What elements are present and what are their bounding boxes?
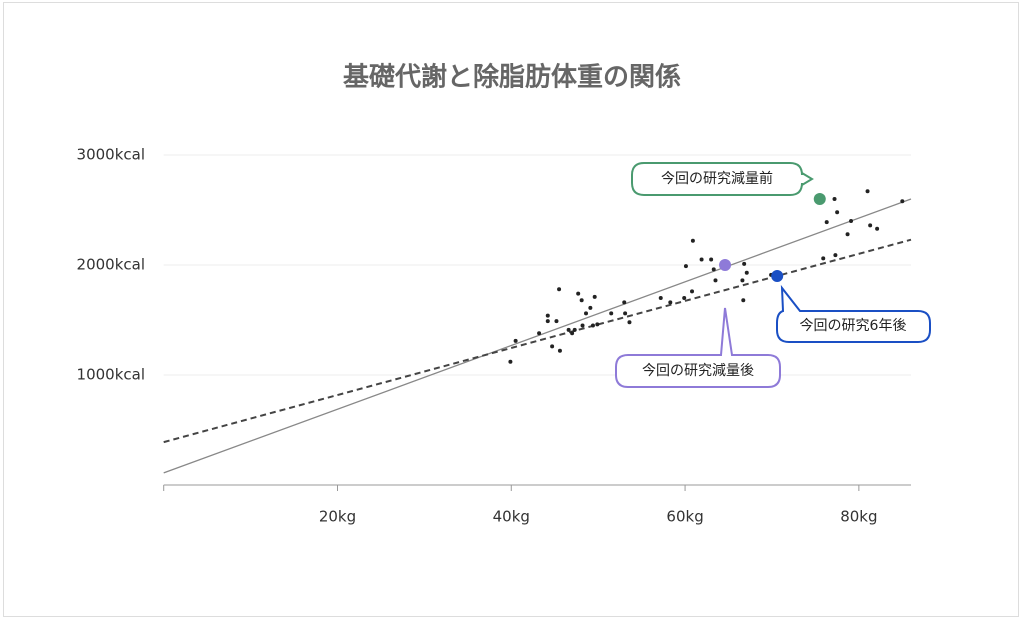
y-tick-label: 3000kcal <box>77 146 145 164</box>
data-point <box>832 197 837 201</box>
x-tick-label: 60kg <box>666 508 703 526</box>
data-point <box>576 291 581 296</box>
highlight-point <box>813 193 826 205</box>
highlight-point <box>719 259 732 271</box>
data-point <box>580 323 585 328</box>
data-point <box>508 359 513 364</box>
data-point <box>557 348 562 353</box>
callout-text: 今回の研究減量前 <box>661 170 773 187</box>
card <box>3 2 1019 617</box>
data-point <box>711 267 716 272</box>
data-point <box>570 331 575 336</box>
data-point <box>835 210 840 215</box>
data-point <box>833 253 838 258</box>
fit-line <box>163 238 912 444</box>
data-point <box>537 331 542 336</box>
data-point <box>741 298 746 303</box>
data-point <box>849 219 854 223</box>
data-point <box>690 238 695 243</box>
data-point <box>588 305 593 310</box>
data-point <box>699 257 704 262</box>
data-point <box>545 319 550 324</box>
data-point <box>658 296 663 300</box>
data-point <box>627 320 632 325</box>
callout-bubble <box>776 284 931 343</box>
chart-title: 基礎代謝と除脂肪体重の関係 <box>343 62 681 93</box>
x-tick-label: 20kg <box>319 508 356 526</box>
data-point <box>513 338 518 343</box>
data-point <box>740 278 745 283</box>
callout-bubble <box>631 162 814 196</box>
data-point <box>545 313 550 318</box>
data-point <box>742 261 747 266</box>
fit-line <box>163 198 912 474</box>
data-point <box>875 226 880 231</box>
data-point <box>824 220 829 225</box>
data-point <box>713 278 718 283</box>
data-point <box>709 257 714 262</box>
x-tick-label: 40kg <box>493 508 530 526</box>
data-point <box>609 311 614 316</box>
data-point <box>690 289 695 294</box>
x-tick-label: 80kg <box>840 508 877 526</box>
data-point <box>554 319 559 324</box>
data-point <box>584 311 589 316</box>
data-point <box>566 327 571 332</box>
data-point <box>590 323 595 328</box>
data-point <box>592 294 597 299</box>
y-tick-label: 2000kcal <box>77 256 145 274</box>
data-point <box>668 300 673 305</box>
data-point <box>622 300 627 305</box>
callout-bubble <box>615 307 781 388</box>
callout-text: 今回の研究6年後 <box>800 318 907 334</box>
callout-text: 今回の研究減量後 <box>642 362 754 379</box>
data-point <box>550 344 555 349</box>
data-point <box>865 189 870 194</box>
data-point <box>845 232 850 237</box>
data-point <box>821 256 826 261</box>
highlight-point <box>771 270 784 282</box>
data-point <box>744 270 749 275</box>
data-point <box>683 264 688 269</box>
data-point <box>868 223 873 228</box>
data-point <box>557 287 562 292</box>
data-point <box>572 327 577 332</box>
y-tick-label: 1000kcal <box>77 366 145 384</box>
data-point <box>595 322 600 327</box>
data-point <box>900 199 905 204</box>
data-point <box>682 296 687 300</box>
data-point <box>623 311 628 316</box>
data-point <box>579 298 584 303</box>
